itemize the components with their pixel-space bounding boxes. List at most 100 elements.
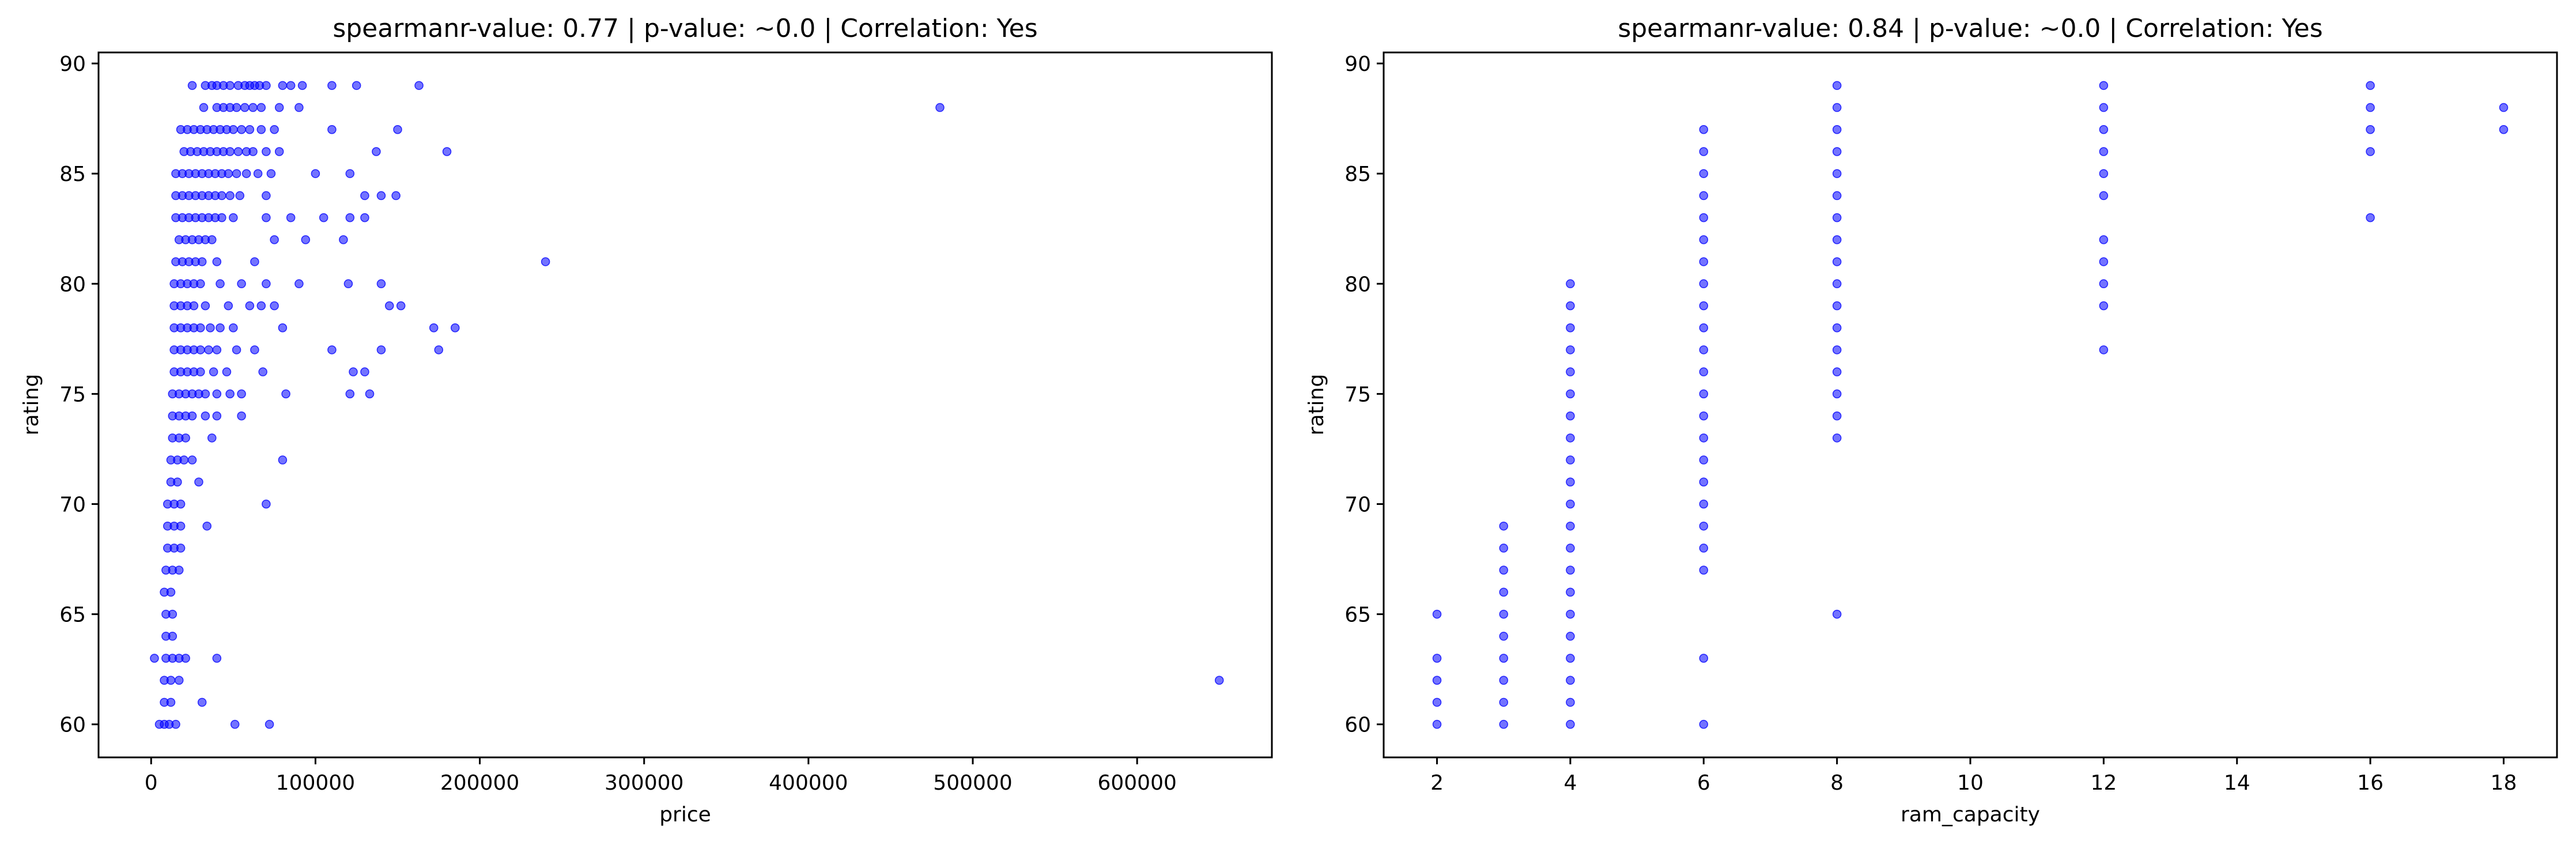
left-scatter-point bbox=[232, 345, 241, 354]
right-scatter-point bbox=[1432, 697, 1442, 707]
right-scatter-point bbox=[1499, 697, 1508, 707]
left-x-tick-label: 400000 bbox=[769, 771, 848, 795]
left-x-tick-label: 0 bbox=[145, 771, 158, 795]
right-axis-ticks: 2 4 6 8 10 12 14 16 18 60 65 70 75 80 85 90 bbox=[1344, 52, 2517, 795]
left-scatter-point bbox=[352, 81, 361, 90]
left-scatter-point bbox=[233, 147, 243, 156]
left-scatter-point bbox=[150, 654, 159, 663]
right-x-axis-label: ram_capacity bbox=[1901, 803, 2040, 827]
left-scatter-point bbox=[201, 389, 210, 399]
right-scatter-point bbox=[1499, 719, 1508, 729]
left-scatter-point bbox=[202, 521, 211, 531]
right-x-tick-label: 8 bbox=[1830, 771, 1844, 795]
right-x-tick-label: 14 bbox=[2224, 771, 2250, 795]
left-scatter-point bbox=[365, 389, 375, 399]
right-scatter-point bbox=[1566, 676, 1575, 685]
left-scatter-point bbox=[339, 235, 348, 244]
right-scatter-point bbox=[1699, 213, 1709, 222]
right-scatter-point bbox=[1699, 521, 1709, 531]
left-scatter-point bbox=[176, 499, 186, 509]
left-scatter-point bbox=[345, 389, 355, 399]
right-scatter-point bbox=[1566, 477, 1575, 487]
right-scatter-point bbox=[2099, 169, 2109, 178]
left-scatter-point bbox=[187, 81, 197, 90]
right-x-tick-label: 2 bbox=[1430, 771, 1444, 795]
left-scatter-point bbox=[414, 81, 424, 90]
left-x-tick-label: 100000 bbox=[276, 771, 355, 795]
right-scatter-point bbox=[1566, 565, 1575, 575]
left-scatter-point bbox=[278, 81, 288, 90]
left-scatter-point bbox=[222, 367, 232, 376]
left-scatter-point bbox=[360, 367, 369, 376]
left-scatter-point bbox=[179, 455, 189, 465]
left-scatter-point bbox=[229, 213, 238, 222]
left-scatter-point bbox=[168, 609, 177, 619]
left-scatter-point bbox=[241, 169, 251, 178]
left-x-axis-label: price bbox=[659, 803, 711, 827]
right-y-tick-label: 65 bbox=[1344, 603, 1371, 627]
left-scatter-point bbox=[429, 323, 439, 333]
left-scatter-point bbox=[297, 81, 307, 90]
right-scatter-point bbox=[2499, 103, 2509, 112]
left-scatter-point bbox=[187, 455, 197, 465]
left-scatter-point bbox=[343, 279, 353, 289]
right-scatter-point bbox=[1566, 544, 1575, 553]
right-y-tick-label: 60 bbox=[1344, 714, 1371, 737]
left-scatter-point bbox=[232, 169, 241, 178]
left-y-tick-label: 65 bbox=[59, 603, 86, 627]
left-scatter-point bbox=[225, 147, 235, 156]
left-scatter-points bbox=[150, 81, 1224, 729]
right-scatter-point bbox=[2499, 125, 2509, 134]
left-scatter-point bbox=[376, 191, 386, 201]
right-scatter-point bbox=[1566, 411, 1575, 421]
left-scatter-point bbox=[212, 389, 222, 399]
right-scatter-point bbox=[1832, 433, 1842, 443]
right-scatter-point bbox=[2099, 301, 2109, 311]
right-scatter-point bbox=[1699, 389, 1709, 399]
left-scatter-point bbox=[396, 301, 406, 311]
left-scatter-point bbox=[187, 411, 197, 421]
right-scatter-point bbox=[1499, 632, 1508, 641]
left-scatter-point bbox=[207, 433, 217, 443]
left-scatter-point bbox=[216, 323, 225, 333]
left-scatter-point bbox=[176, 521, 186, 531]
right-scatter-point bbox=[2099, 81, 2109, 90]
right-scatter-point bbox=[2366, 81, 2375, 90]
left-scatter-point bbox=[327, 125, 337, 134]
right-scatter-point bbox=[1699, 433, 1709, 443]
left-scatter-point bbox=[166, 676, 176, 685]
right-scatter-point bbox=[1566, 632, 1575, 641]
right-scatter-point bbox=[1699, 411, 1709, 421]
left-scatter-point bbox=[311, 169, 320, 178]
left-scatter-point bbox=[372, 147, 381, 156]
left-scatter-point bbox=[196, 345, 205, 354]
right-y-tick-label: 70 bbox=[1344, 493, 1371, 516]
right-scatter-point bbox=[1566, 609, 1575, 619]
left-scatter-point bbox=[256, 301, 266, 311]
left-scatter-point bbox=[258, 367, 267, 376]
left-scatter-point bbox=[391, 191, 401, 201]
right-y-tick-label: 90 bbox=[1344, 52, 1371, 76]
left-scatter-point bbox=[278, 323, 288, 333]
left-scatter-point bbox=[262, 147, 271, 156]
left-scatter-point bbox=[196, 279, 205, 289]
right-scatter-point bbox=[1566, 719, 1575, 729]
left-scatter-point bbox=[349, 367, 358, 376]
left-scatter-point bbox=[248, 147, 258, 156]
right-x-tick-label: 18 bbox=[2491, 771, 2517, 795]
left-scatter-point bbox=[294, 279, 304, 289]
right-scatter-point bbox=[1699, 301, 1709, 311]
right-scatter-point bbox=[1699, 654, 1709, 663]
left-scatter-point bbox=[224, 301, 233, 311]
right-y-axis-label: rating bbox=[1305, 374, 1328, 436]
left-scatter-point bbox=[201, 411, 210, 421]
left-scatter-point bbox=[229, 125, 238, 134]
left-scatter-point bbox=[237, 125, 246, 134]
right-scatter-point bbox=[1699, 544, 1709, 553]
right-scatter-point bbox=[1566, 279, 1575, 289]
left-scatter-point bbox=[206, 323, 215, 333]
right-scatter-point bbox=[1566, 587, 1575, 597]
left-scatter-point bbox=[174, 565, 184, 575]
right-scatter-point bbox=[1699, 367, 1709, 376]
left-scatter-point bbox=[240, 103, 250, 112]
